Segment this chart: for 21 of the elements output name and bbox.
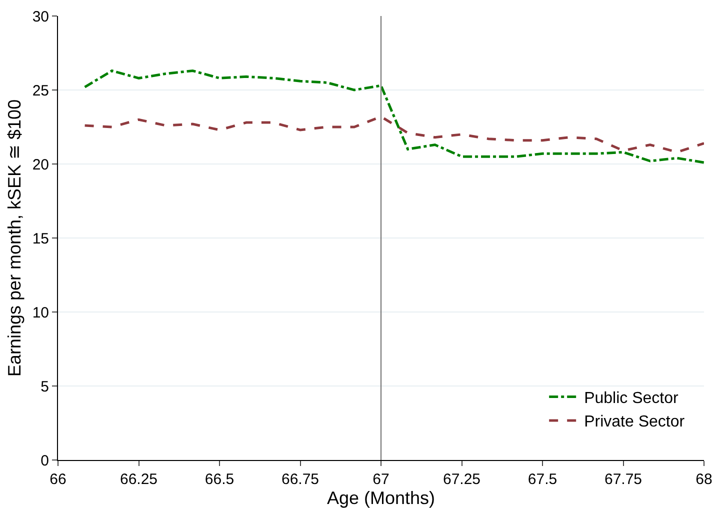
y-tick-label: 10 <box>32 304 49 322</box>
y-tick-label: 20 <box>32 156 49 174</box>
x-tick-label: 68 <box>696 471 712 488</box>
x-tick-label: 67.25 <box>442 471 481 488</box>
x-axis-title: Age (Months) <box>326 488 436 508</box>
y-tick-label: 5 <box>40 378 49 396</box>
y-tick-label: 30 <box>32 8 49 26</box>
y-axis-title: Earnings per month, kSEK ≅ $100 <box>4 99 25 377</box>
y-tick-label: 0 <box>40 452 49 470</box>
x-tick-label: 66.25 <box>120 471 158 488</box>
legend-label: Public Sector <box>584 390 680 407</box>
x-tick-label: 66.5 <box>204 471 234 488</box>
line-series <box>84 115 704 154</box>
y-tick-label: 15 <box>32 230 49 248</box>
x-tick-label: 67.5 <box>528 471 558 488</box>
x-tick-label: 66 <box>50 471 66 488</box>
y-tick-label: 25 <box>32 82 49 100</box>
line-series <box>84 70 704 164</box>
x-tick-label: 67 <box>372 471 390 488</box>
x-tick-label: 67.75 <box>604 471 642 488</box>
x-tick-label: 66.75 <box>281 471 320 488</box>
